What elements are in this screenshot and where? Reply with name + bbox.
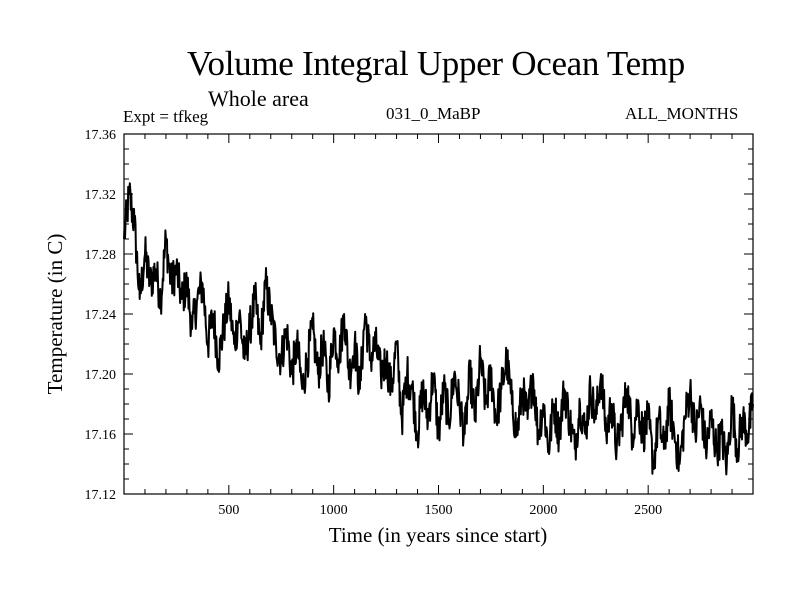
y-tick-label: 17.28 bbox=[85, 248, 117, 263]
x-tick-label: 2000 bbox=[529, 503, 557, 518]
experiment-label: Expt = tfkeg bbox=[123, 107, 209, 126]
y-tick-label: 17.16 bbox=[85, 428, 117, 443]
months-label: ALL_MONTHS bbox=[625, 104, 739, 123]
chart-subtitle: Whole area bbox=[208, 86, 309, 111]
run-id-label: 031_0_MaBP bbox=[386, 104, 481, 123]
x-tick-label: 1500 bbox=[425, 503, 453, 518]
y-tick-label: 17.32 bbox=[85, 188, 117, 203]
y-axis-label: Temperature (in C) bbox=[43, 234, 67, 395]
temperature-series-line bbox=[123, 182, 754, 476]
x-tick-label: 1000 bbox=[320, 503, 348, 518]
y-tick-label: 17.12 bbox=[85, 488, 117, 503]
x-tick-label: 2500 bbox=[634, 503, 662, 518]
y-tick-label: 17.24 bbox=[85, 308, 117, 323]
x-axis-label: Time (in years since start) bbox=[329, 523, 548, 547]
y-tick-label: 17.36 bbox=[85, 128, 117, 143]
x-tick-label: 500 bbox=[218, 503, 239, 518]
chart-title: Volume Integral Upper Ocean Temp bbox=[187, 44, 685, 83]
y-tick-label: 17.20 bbox=[85, 368, 117, 383]
